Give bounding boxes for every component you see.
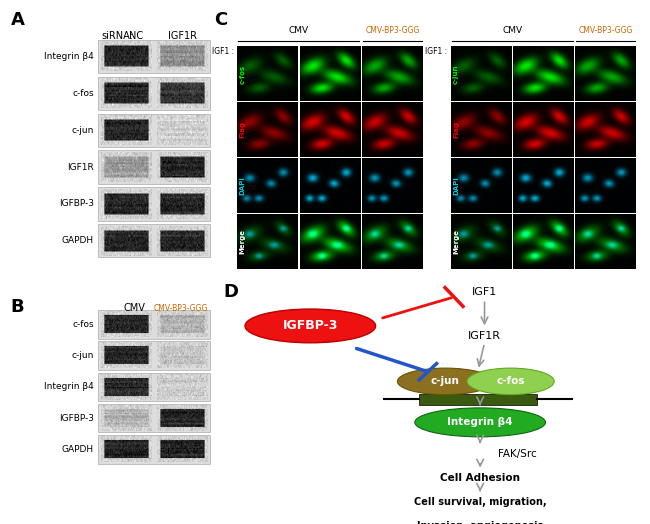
Bar (98, 224, 211, 257)
Bar (98, 40, 211, 73)
Bar (362, 47, 422, 101)
Text: DAPI: DAPI (240, 177, 246, 195)
Text: IGF1R: IGF1R (67, 162, 94, 171)
Text: c-jun: c-jun (72, 126, 94, 135)
Bar (98, 188, 211, 221)
Text: CMV: CMV (502, 26, 522, 35)
Bar (450, 47, 511, 101)
Bar (98, 114, 211, 147)
Text: Cell survival, migration,: Cell survival, migration, (414, 497, 547, 507)
Text: IGF1 :: IGF1 : (425, 48, 447, 57)
Text: +: + (389, 48, 396, 57)
Bar (237, 103, 298, 157)
Bar (513, 47, 574, 101)
Text: FAK/Src: FAK/Src (498, 449, 536, 458)
Text: CMV-BP3-GGG: CMV-BP3-GGG (154, 303, 209, 313)
Text: c-fos: c-fos (240, 64, 246, 84)
Text: +: + (540, 48, 547, 57)
Text: D: D (223, 282, 238, 301)
Text: IGF1: IGF1 (472, 287, 497, 297)
Text: -: - (480, 48, 482, 57)
Ellipse shape (245, 309, 376, 343)
Text: c-jun: c-jun (453, 64, 459, 84)
Text: siRNA:: siRNA: (101, 30, 133, 40)
Bar (575, 47, 636, 101)
Bar (362, 159, 422, 213)
Text: Integrin β4: Integrin β4 (447, 417, 513, 428)
Ellipse shape (397, 368, 493, 395)
Text: Merge: Merge (453, 229, 459, 254)
Text: IGFBP-3: IGFBP-3 (59, 200, 94, 209)
Bar (575, 103, 636, 157)
Bar (98, 310, 211, 339)
Bar (98, 404, 211, 432)
Bar (237, 159, 298, 213)
Text: Flag: Flag (240, 122, 246, 138)
Text: B: B (10, 298, 24, 316)
Text: c-jun: c-jun (72, 351, 94, 360)
Text: CMV-BP3-GGG: CMV-BP3-GGG (578, 26, 633, 35)
Bar (362, 103, 422, 157)
Text: GAPDH: GAPDH (62, 236, 94, 245)
Text: GAPDH: GAPDH (62, 445, 94, 454)
Bar (300, 47, 360, 101)
Bar (450, 214, 511, 269)
Text: Invasion, angiogenesis: Invasion, angiogenesis (417, 521, 543, 524)
Text: IGF1R: IGF1R (468, 331, 501, 341)
Text: c-fos: c-fos (72, 89, 94, 98)
Ellipse shape (467, 368, 554, 395)
Text: CMV: CMV (124, 303, 146, 313)
Text: C: C (214, 10, 227, 29)
Text: +: + (326, 48, 333, 57)
Text: Cell Adhesion: Cell Adhesion (440, 473, 520, 483)
Bar (450, 159, 511, 213)
Bar (362, 214, 422, 269)
Bar (98, 342, 211, 370)
Text: +: + (603, 48, 609, 57)
Bar (300, 214, 360, 269)
Text: IGFBP-3: IGFBP-3 (59, 414, 94, 423)
Text: Flag: Flag (453, 122, 459, 138)
Ellipse shape (415, 408, 545, 437)
Bar (575, 159, 636, 213)
Bar (300, 103, 360, 157)
Text: Merge: Merge (240, 229, 246, 254)
Text: CMV-BP3-GGG: CMV-BP3-GGG (365, 26, 419, 35)
Text: Integrin β4: Integrin β4 (44, 52, 94, 61)
Text: NC: NC (129, 30, 144, 40)
Text: CMV: CMV (289, 26, 309, 35)
Text: c-fos: c-fos (72, 320, 94, 329)
Bar (513, 103, 574, 157)
Text: c-jun: c-jun (431, 376, 460, 386)
Text: IGFBP-3: IGFBP-3 (283, 320, 338, 332)
Bar (513, 214, 574, 269)
Text: IGF1R: IGF1R (168, 30, 197, 40)
Text: A: A (10, 11, 25, 29)
Bar (513, 159, 574, 213)
Bar (98, 373, 211, 401)
Bar (98, 77, 211, 110)
Bar (237, 47, 298, 101)
Bar (450, 103, 511, 157)
Text: -: - (266, 48, 269, 57)
Bar (98, 150, 211, 183)
Bar (419, 394, 537, 405)
Text: Integrin β4: Integrin β4 (44, 383, 94, 391)
Bar (98, 435, 211, 464)
Text: DAPI: DAPI (453, 177, 459, 195)
Text: c-fos: c-fos (497, 376, 525, 386)
Bar (575, 214, 636, 269)
Bar (237, 214, 298, 269)
Text: IGF1 :: IGF1 : (212, 48, 234, 57)
Bar (300, 159, 360, 213)
